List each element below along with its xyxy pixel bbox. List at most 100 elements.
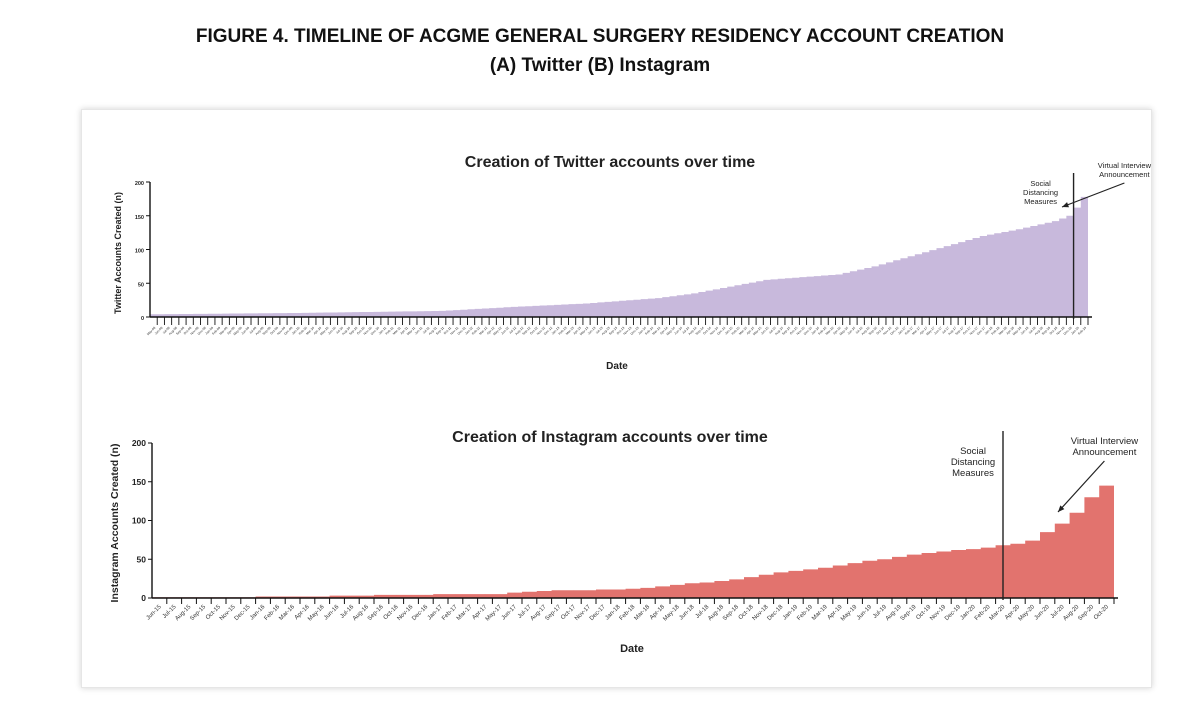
twitter-data-point	[275, 312, 277, 314]
twitter-x-tick-label: Nov-11	[449, 326, 459, 336]
twitter-x-tick-label: Sep-15	[781, 326, 791, 336]
instagram-x-tick-label: May-19	[840, 604, 859, 623]
twitter-x-tick-label: Sep-11	[435, 326, 445, 336]
twitter-data-point	[687, 294, 689, 296]
instagram-data-point	[928, 552, 930, 554]
twitter-data-point	[1084, 196, 1086, 198]
instagram-data-point	[825, 567, 827, 569]
twitter-data-point	[607, 301, 609, 303]
twitter-data-point	[167, 313, 169, 315]
twitter-data-point	[817, 275, 819, 277]
instagram-x-tick-label: Sep-17	[544, 604, 562, 622]
twitter-data-point	[160, 313, 162, 315]
instagram-x-tick-label: Mar-19	[811, 604, 829, 622]
twitter-data-point	[672, 295, 674, 297]
twitter-data-point	[232, 313, 234, 315]
twitter-x-tick-label: Jul-17	[941, 326, 950, 335]
instagram-data-point	[973, 548, 975, 550]
twitter-x-tick-label: Oct-17	[962, 326, 972, 336]
twitter-x-tick-label: Nov-12	[536, 326, 546, 336]
instagram-data-point	[588, 589, 590, 591]
twitter-data-point	[492, 307, 494, 309]
twitter-x-tick-label: Sep-14	[695, 326, 705, 336]
twitter-x-tick-label: Aug-17	[947, 326, 957, 336]
twitter-data-point	[261, 312, 263, 314]
instagram-data-point	[987, 547, 989, 549]
twitter-data-point	[586, 303, 588, 305]
twitter-x-tick-label: May-16	[839, 326, 850, 337]
twitter-data-point	[413, 311, 415, 313]
twitter-data-point	[932, 249, 934, 251]
twitter-x-tick-label: Sep-09	[262, 326, 272, 336]
twitter-data-point	[1004, 231, 1006, 233]
instagram-social-distancing-label: Distancing	[951, 457, 995, 468]
twitter-x-tick-label: Jan-18	[984, 326, 994, 336]
twitter-x-tick-label: Jan-09	[204, 326, 214, 336]
instagram-social-distancing-label: Social	[960, 446, 986, 457]
instagram-x-tick-label: Jun-20	[1034, 604, 1052, 622]
twitter-virtual-interview-label: Virtual Interview	[1098, 161, 1152, 170]
twitter-data-point	[838, 274, 840, 276]
instagram-data-point	[765, 574, 767, 576]
instagram-chart-title: Creation of Instagram accounts over time	[452, 429, 768, 446]
twitter-x-tick-label: Sep-13	[608, 326, 618, 336]
twitter-data-point	[550, 304, 552, 306]
twitter-data-point	[290, 312, 292, 314]
twitter-x-tick-label: Jun-10	[327, 326, 337, 336]
twitter-data-point	[384, 311, 386, 313]
instagram-data-point	[706, 582, 708, 584]
instagram-data-point	[455, 593, 457, 595]
instagram-data-point	[1061, 523, 1063, 525]
twitter-data-point	[593, 302, 595, 304]
twitter-data-point	[283, 312, 285, 314]
instagram-data-point	[366, 595, 368, 597]
twitter-data-point	[622, 300, 624, 302]
instagram-y-tick-label: 200	[132, 438, 146, 448]
twitter-x-tick-label: Mar-15	[738, 326, 748, 336]
instagram-x-tick-label: Jun-17	[501, 604, 519, 622]
twitter-x-tick-label: Nov-16	[882, 326, 892, 336]
twitter-x-tick-label: May-13	[579, 326, 590, 337]
instagram-data-point	[795, 570, 797, 572]
twitter-x-tick-label: Feb-16	[817, 326, 827, 336]
twitter-data-point	[896, 260, 898, 262]
twitter-x-tick-label: Aug-14	[687, 326, 697, 336]
twitter-x-tick-label: Jul-12	[508, 326, 517, 335]
twitter-x-tick-label: Jan-11	[378, 326, 388, 336]
twitter-data-point	[737, 284, 739, 286]
twitter-x-tick-label: May-11	[406, 326, 416, 336]
twitter-y-axis-label: Twitter Accounts Created (n)	[113, 192, 123, 314]
twitter-x-tick-label: Aug-11	[428, 326, 438, 336]
twitter-x-tick-label: Feb-09	[211, 326, 221, 336]
twitter-data-point	[391, 311, 393, 313]
twitter-x-tick-label: Dec-13	[630, 326, 640, 336]
twitter-data-point	[427, 310, 429, 312]
twitter-data-point	[571, 303, 573, 305]
twitter-x-tick-label: Apr-12	[486, 326, 496, 336]
twitter-data-point	[376, 311, 378, 313]
twitter-data-point	[845, 272, 847, 274]
twitter-x-tick-label: Mar-10	[305, 326, 315, 336]
twitter-x-tick-label: Nov-17	[969, 326, 979, 336]
twitter-data-point	[773, 279, 775, 281]
twitter-social-distancing-label: Distancing	[1023, 188, 1058, 197]
twitter-data-point	[853, 270, 855, 272]
twitter-x-tick-label: Feb-15	[731, 326, 741, 336]
twitter-data-point	[983, 235, 985, 237]
twitter-x-tick-label: Mar-09	[218, 326, 228, 336]
twitter-x-tick-label: Nov-18	[1055, 326, 1065, 336]
twitter-data-point	[1040, 224, 1042, 226]
twitter-x-tick-label: Nov-10	[363, 326, 373, 336]
twitter-x-tick-label: Apr-16	[832, 326, 842, 336]
twitter-data-point	[766, 279, 768, 281]
twitter-data-point	[961, 241, 963, 243]
twitter-data-point	[535, 305, 537, 307]
twitter-x-tick-label: May-18	[1012, 326, 1023, 337]
twitter-data-point	[203, 313, 205, 315]
twitter-data-point	[239, 313, 241, 315]
twitter-data-point	[903, 257, 905, 259]
twitter-x-tick-label: Oct-16	[875, 326, 885, 336]
twitter-data-point	[405, 311, 407, 313]
instagram-data-point	[410, 594, 412, 596]
